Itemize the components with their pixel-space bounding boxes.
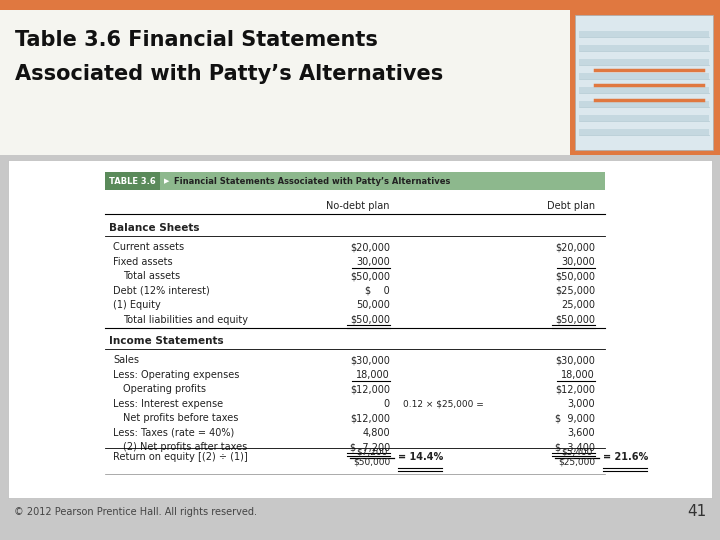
- Text: ▶: ▶: [164, 178, 169, 184]
- Text: $12,000: $12,000: [350, 384, 390, 394]
- Text: (1) Equity: (1) Equity: [113, 300, 161, 310]
- Text: Operating profits: Operating profits: [123, 384, 206, 394]
- Text: $50,000: $50,000: [555, 271, 595, 281]
- Text: $5,400: $5,400: [562, 448, 593, 457]
- Text: Table 3.6 Financial Statements: Table 3.6 Financial Statements: [15, 30, 378, 50]
- Text: © 2012 Pearson Prentice Hall. All rights reserved.: © 2012 Pearson Prentice Hall. All rights…: [14, 507, 257, 517]
- Bar: [579, 101, 709, 107]
- Bar: [579, 31, 709, 37]
- Bar: [0, 10, 570, 155]
- Text: Financial Statements Associated with Patty’s Alternatives: Financial Statements Associated with Pat…: [174, 177, 451, 186]
- Text: $  3,400: $ 3,400: [555, 442, 595, 453]
- Text: 3,600: 3,600: [567, 428, 595, 438]
- Text: 18,000: 18,000: [562, 370, 595, 380]
- Text: 3,000: 3,000: [567, 399, 595, 409]
- Text: $    0: $ 0: [365, 286, 390, 296]
- Bar: [570, 10, 720, 155]
- Bar: [579, 45, 709, 51]
- Text: 0: 0: [384, 399, 390, 409]
- Bar: [579, 73, 709, 79]
- Text: $  9,000: $ 9,000: [555, 413, 595, 423]
- Text: 18,000: 18,000: [356, 370, 390, 380]
- Text: No-debt plan: No-debt plan: [326, 201, 390, 211]
- Text: 30,000: 30,000: [356, 256, 390, 267]
- Text: Fixed assets: Fixed assets: [113, 256, 173, 267]
- Text: Debt plan: Debt plan: [547, 201, 595, 211]
- Text: $20,000: $20,000: [555, 242, 595, 252]
- Text: $25,000: $25,000: [555, 286, 595, 296]
- Bar: [579, 87, 709, 93]
- Text: = 21.6%: = 21.6%: [603, 453, 648, 462]
- Text: $30,000: $30,000: [555, 355, 595, 365]
- Text: Less: Taxes (rate = 40%): Less: Taxes (rate = 40%): [113, 428, 234, 438]
- Bar: [105, 172, 605, 190]
- Text: $50,000: $50,000: [350, 315, 390, 325]
- Text: TABLE 3.6: TABLE 3.6: [109, 177, 156, 186]
- Bar: [575, 15, 713, 150]
- Text: 25,000: 25,000: [561, 300, 595, 310]
- Text: $12,000: $12,000: [350, 413, 390, 423]
- Text: $50,000: $50,000: [354, 458, 391, 467]
- Text: $  7,200: $ 7,200: [350, 442, 390, 453]
- Text: $7,200: $7,200: [356, 448, 387, 457]
- Text: Debt (12% interest): Debt (12% interest): [113, 286, 210, 296]
- Text: Less: Interest expense: Less: Interest expense: [113, 399, 223, 409]
- Text: $30,000: $30,000: [350, 355, 390, 365]
- Text: $25,000: $25,000: [559, 458, 595, 467]
- Text: 0.12 × $25,000 =: 0.12 × $25,000 =: [403, 399, 484, 408]
- Text: Return on equity [(2) ÷ (1)]: Return on equity [(2) ÷ (1)]: [113, 453, 248, 462]
- Text: $12,000: $12,000: [555, 384, 595, 394]
- Bar: [0, 0, 720, 10]
- Text: Net profits before taxes: Net profits before taxes: [123, 413, 238, 423]
- Text: 30,000: 30,000: [562, 256, 595, 267]
- Text: Current assets: Current assets: [113, 242, 184, 252]
- Text: Balance Sheets: Balance Sheets: [109, 223, 199, 233]
- Text: (2) Net profits after taxes: (2) Net profits after taxes: [123, 442, 247, 453]
- Text: $20,000: $20,000: [350, 242, 390, 252]
- Text: Income Statements: Income Statements: [109, 336, 224, 346]
- Text: 41: 41: [687, 504, 706, 519]
- Text: 4,800: 4,800: [362, 428, 390, 438]
- Bar: [579, 59, 709, 65]
- Text: Total assets: Total assets: [123, 271, 180, 281]
- Text: Sales: Sales: [113, 355, 139, 365]
- Bar: [579, 129, 709, 135]
- Text: $50,000: $50,000: [350, 271, 390, 281]
- Bar: [105, 172, 160, 190]
- Bar: [579, 115, 709, 121]
- Text: Associated with Patty’s Alternatives: Associated with Patty’s Alternatives: [15, 64, 444, 84]
- Text: 50,000: 50,000: [356, 300, 390, 310]
- Text: Less: Operating expenses: Less: Operating expenses: [113, 370, 239, 380]
- Text: $50,000: $50,000: [555, 315, 595, 325]
- Text: = 14.4%: = 14.4%: [398, 453, 444, 462]
- Text: Total liabilities and equity: Total liabilities and equity: [123, 315, 248, 325]
- Bar: [8, 160, 712, 498]
